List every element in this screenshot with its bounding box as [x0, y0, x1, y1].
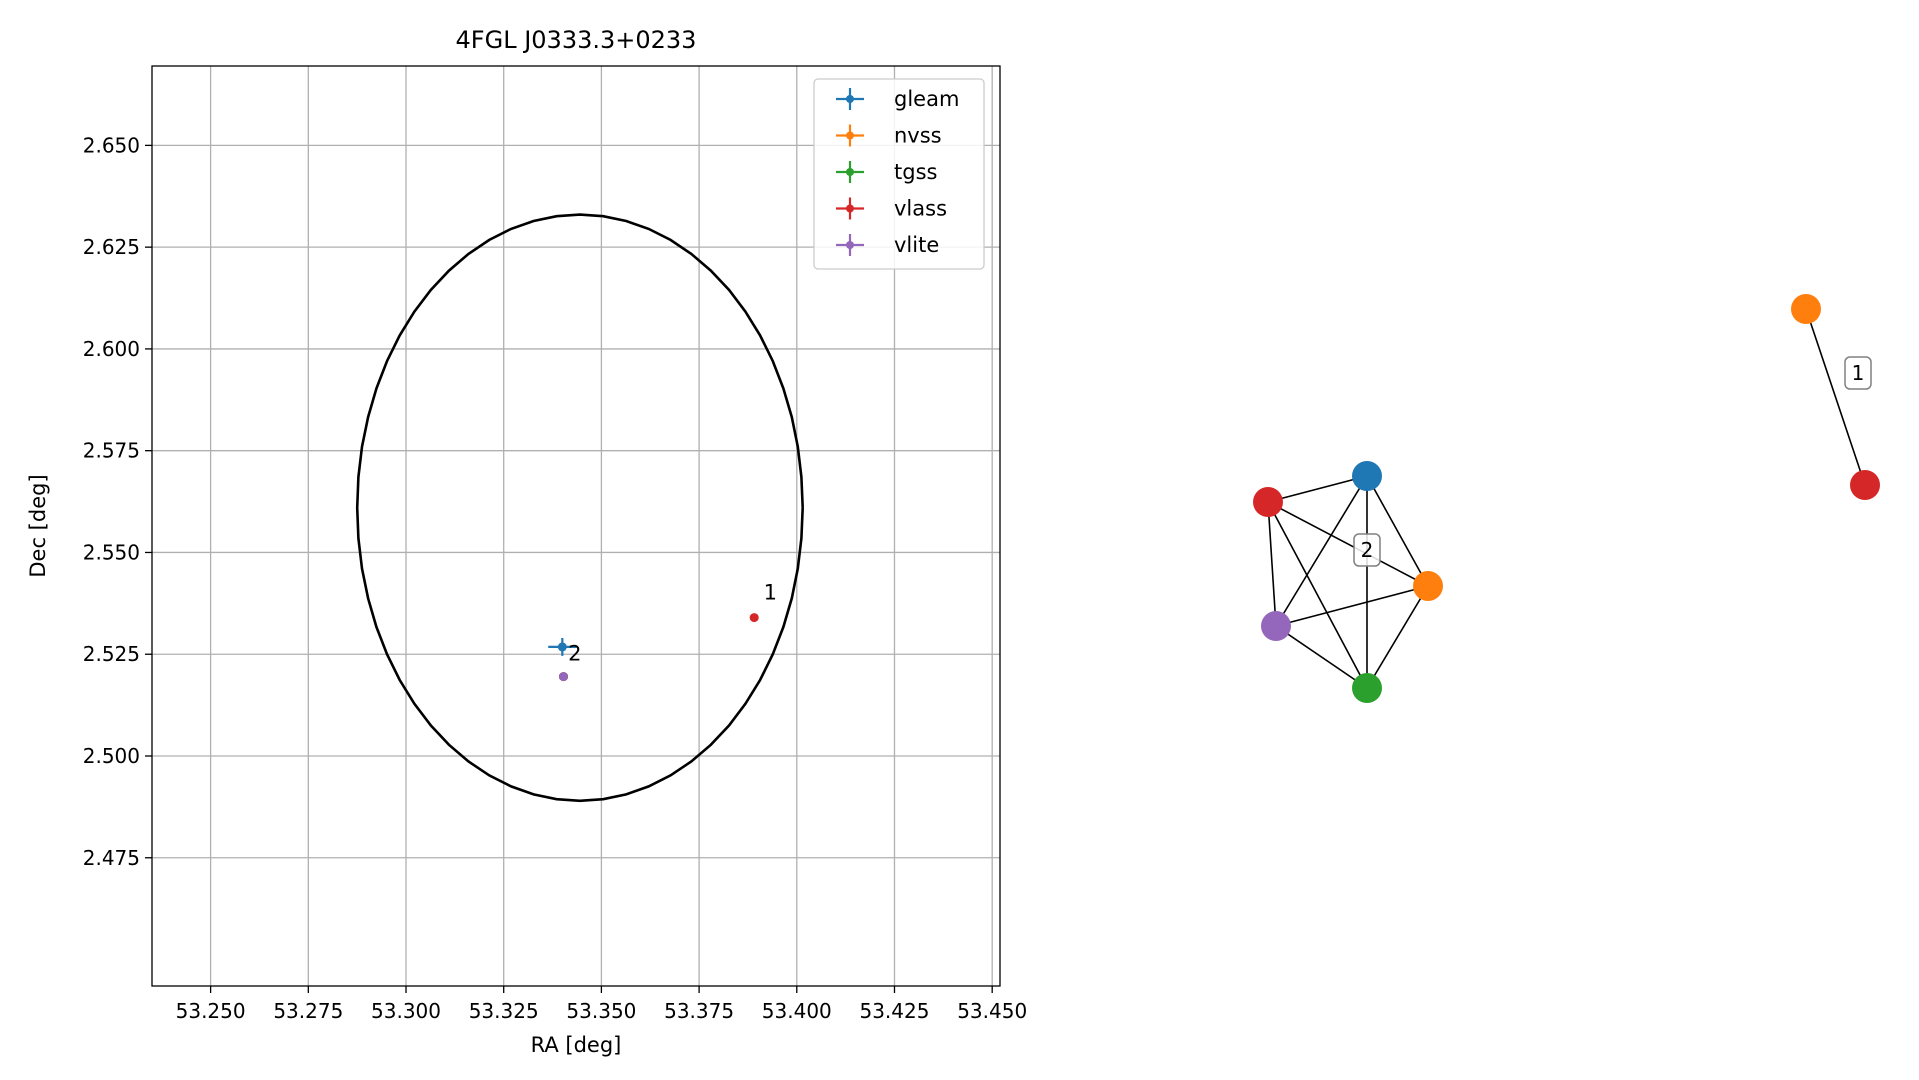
legend-marker	[846, 95, 854, 103]
legend-marker	[846, 204, 854, 213]
node-nvss	[1413, 571, 1443, 601]
annotations-layer: 12	[568, 580, 777, 665]
point-annotation: 2	[568, 641, 581, 665]
x-tick-label: 53.250	[176, 999, 246, 1023]
x-tick-label: 53.325	[469, 999, 539, 1023]
point-vlass	[749, 613, 759, 623]
marker	[558, 672, 568, 682]
edge-vlass-nvss	[1267, 501, 1429, 587]
node-vlite	[1261, 611, 1291, 641]
x-tick-label: 53.375	[664, 999, 734, 1023]
edge-vlass-vlite	[1267, 501, 1277, 627]
legend-entry-tgss: tgss	[836, 160, 937, 184]
legend-label: vlass	[894, 197, 947, 221]
legend-label: vlite	[894, 233, 939, 257]
plot-frame	[151, 65, 1001, 987]
edge-gleam-vlite	[1275, 475, 1368, 627]
x-tick-label: 53.400	[762, 999, 832, 1023]
y-tick-label: 2.600	[83, 337, 140, 361]
network-component-1: 1	[1791, 294, 1880, 500]
y-tick-label: 2.575	[83, 439, 140, 463]
y-tick-label: 2.500	[83, 744, 140, 768]
error-ellipse	[355, 213, 804, 803]
y-tick-label: 2.475	[83, 846, 140, 870]
x-axis-label: RA [deg]	[531, 1033, 622, 1057]
network-component-2: 2	[1253, 461, 1443, 703]
y-axis-label: Dec [deg]	[26, 474, 50, 577]
data-points-layer	[548, 613, 759, 682]
error-ellipse-layer	[355, 213, 804, 803]
point-annotation: 1	[764, 580, 777, 604]
legend-marker	[846, 168, 854, 176]
marker	[557, 642, 567, 652]
legend-entry-vlass: vlass	[836, 197, 947, 221]
y-tick-label: 2.650	[83, 133, 140, 157]
component-label-box	[1353, 533, 1381, 567]
grid-lines	[152, 66, 1000, 986]
point-vlite	[558, 672, 568, 682]
y-tick-label: 2.550	[83, 540, 140, 564]
legend-marker	[846, 131, 854, 140]
x-tick-label: 53.450	[957, 999, 1027, 1023]
legend-label: gleam	[894, 87, 959, 111]
legend-label: tgss	[894, 160, 937, 184]
y-tick-label: 2.625	[83, 235, 140, 259]
edge-nvss-vlass	[1805, 308, 1866, 486]
edge-nvss-tgss	[1366, 585, 1429, 689]
legend-label: nvss	[894, 124, 942, 148]
edge-nvss-vlite	[1275, 585, 1429, 627]
chart-title: 4FGL J0333.3+0233	[456, 26, 697, 54]
node-vlass	[1253, 487, 1283, 517]
legend-entry-vlite: vlite	[836, 233, 939, 257]
node-gleam	[1352, 461, 1382, 491]
legend-entry-gleam: gleam	[836, 87, 959, 111]
edge-gleam-nvss	[1366, 475, 1429, 587]
x-tick-label: 53.425	[859, 999, 929, 1023]
component-label-box	[1844, 356, 1872, 390]
edge-tgss-vlite	[1275, 625, 1368, 689]
x-tick-label: 53.300	[371, 999, 441, 1023]
network-graph: 21	[1253, 294, 1880, 703]
component-label: 2	[1361, 538, 1374, 562]
x-tick-label: 53.350	[566, 999, 636, 1023]
node-nvss	[1791, 294, 1821, 324]
node-vlass	[1850, 470, 1880, 500]
x-tick-label: 53.275	[273, 999, 343, 1023]
point-gleam	[548, 637, 577, 656]
edge-vlass-tgss	[1267, 501, 1368, 689]
legend-entry-nvss: nvss	[836, 124, 942, 148]
marker	[749, 613, 759, 623]
component-label: 1	[1852, 361, 1865, 385]
edge-gleam-vlass	[1267, 475, 1368, 503]
y-tick-label: 2.525	[83, 642, 140, 666]
axis-ticks: 53.250 53.275 53.300 53.325 53.350 53.375 53.4…	[83, 133, 1027, 1023]
legend-marker	[846, 241, 854, 249]
node-tgss	[1352, 673, 1382, 703]
legend: gleam nvss tgss vlass vlite	[813, 78, 985, 270]
legend-box	[813, 78, 985, 270]
